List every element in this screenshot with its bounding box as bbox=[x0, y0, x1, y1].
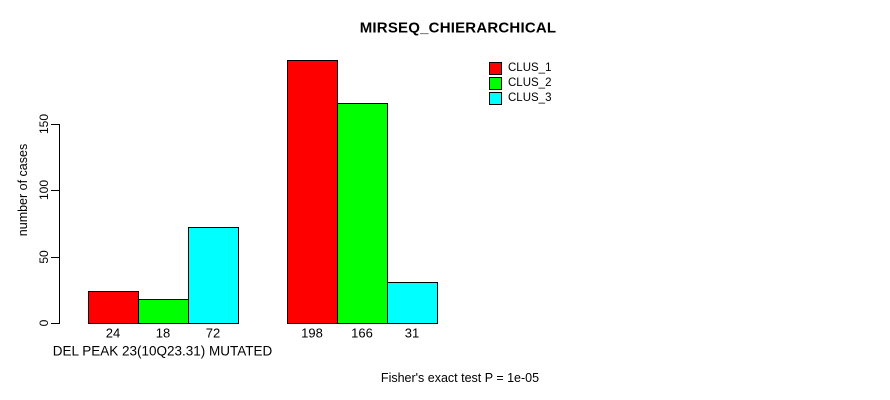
legend-item: CLUS_2 bbox=[489, 76, 551, 91]
bar-clus_1 bbox=[286, 60, 338, 324]
footnote-pvalue: Fisher's exact test P = 1e-05 bbox=[380, 371, 540, 385]
y-axis-label: number of cases bbox=[16, 143, 30, 237]
bar-clus_3 bbox=[386, 282, 438, 324]
y-axis-tick bbox=[51, 257, 59, 258]
legend-swatch bbox=[489, 92, 502, 105]
legend-item: CLUS_1 bbox=[489, 61, 551, 76]
y-axis-tick-label: 50 bbox=[37, 250, 51, 264]
legend-label: CLUS_2 bbox=[508, 77, 552, 89]
legend-label: CLUS_1 bbox=[508, 62, 552, 74]
y-axis-tick bbox=[51, 323, 59, 324]
bar-value-label: 24 bbox=[105, 325, 121, 341]
y-axis-tick-label: 100 bbox=[37, 179, 51, 201]
legend-label: CLUS_3 bbox=[508, 92, 552, 104]
legend-swatch bbox=[489, 62, 502, 75]
y-axis-tick bbox=[51, 124, 59, 125]
y-axis-tick-label: 150 bbox=[37, 113, 51, 135]
legend-swatch bbox=[489, 77, 502, 90]
bar-clus_2 bbox=[137, 299, 189, 324]
chart-title: MIRSEQ_CHIERARCHICAL bbox=[359, 19, 557, 37]
bar-value-label: 198 bbox=[301, 325, 323, 341]
bar-value-label: 18 bbox=[155, 325, 171, 341]
y-axis-tick bbox=[51, 190, 59, 191]
y-axis-tick-label: 0 bbox=[37, 319, 51, 327]
bar-value-label: 166 bbox=[351, 325, 373, 341]
x-axis-group-label: DEL PEAK 23(10Q23.31) MUTATED bbox=[52, 343, 273, 359]
bar-value-label: 72 bbox=[205, 325, 221, 341]
bar-value-label: 31 bbox=[404, 325, 420, 341]
y-axis-line bbox=[59, 124, 60, 324]
legend: CLUS_1 CLUS_2 CLUS_3 bbox=[489, 61, 551, 106]
bar-clus_1 bbox=[87, 291, 139, 324]
bar-clus_2 bbox=[336, 103, 388, 324]
bar-clus_3 bbox=[187, 227, 239, 324]
legend-item: CLUS_3 bbox=[489, 91, 551, 106]
